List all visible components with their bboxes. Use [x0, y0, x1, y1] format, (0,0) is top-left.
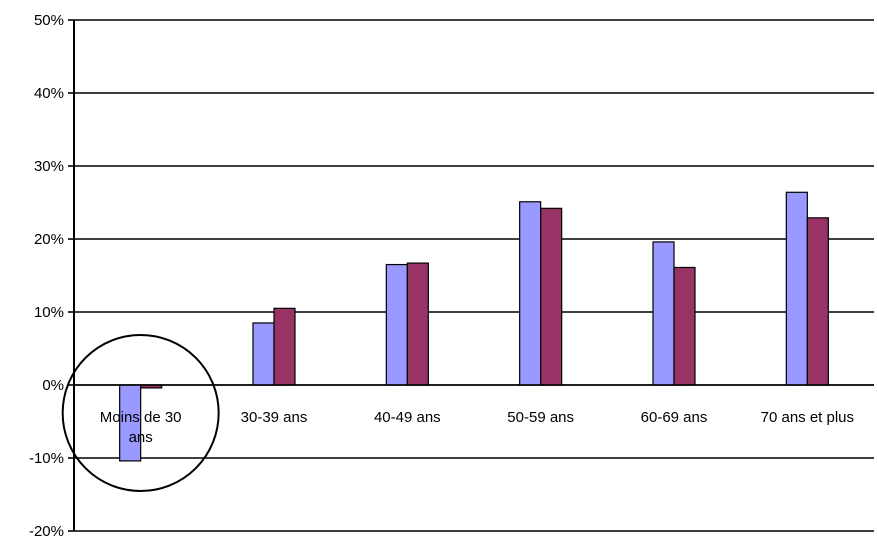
bar — [252, 322, 275, 386]
bar — [652, 241, 675, 386]
y-tick-labels: -20% -10% 0% 10% 20% 30% 40% 50% — [29, 12, 64, 537]
x-tick-label-line: 60-69 ans — [641, 409, 708, 426]
bar — [385, 263, 408, 386]
bar — [673, 266, 696, 386]
bar — [540, 207, 563, 386]
y-tick-label: 0% — [42, 377, 64, 394]
y-tick-label: 20% — [34, 231, 64, 248]
bar — [273, 307, 296, 386]
x-tick-label-line: Moins de 30 — [100, 409, 182, 426]
x-tick-label-line: 40-49 ans — [374, 409, 441, 426]
axes — [68, 19, 874, 532]
x-tick-label-line: 30-39 ans — [241, 409, 308, 426]
bars — [119, 191, 829, 462]
bar — [519, 201, 542, 386]
bar — [806, 217, 829, 386]
y-tick-label: -20% — [29, 523, 64, 537]
bar — [785, 191, 808, 386]
x-tick-labels: Moins de 30 ans 30-39 ans 40-49 ans 50-59 an… — [100, 409, 854, 446]
x-tick-label: Moins de 30 ans — [100, 409, 182, 446]
x-tick-label: 50-59 ans — [507, 409, 574, 426]
gridlines — [74, 19, 874, 459]
y-tick-label: 40% — [34, 85, 64, 102]
x-tick-label: 60-69 ans — [641, 409, 708, 426]
annotations — [61, 334, 220, 492]
x-tick-label-line: 50-59 ans — [507, 409, 574, 426]
x-tick-label: 70 ans et plus — [761, 409, 854, 426]
y-tick-label: 30% — [34, 158, 64, 175]
x-tick-label: 40-49 ans — [374, 409, 441, 426]
highlight-circle — [61, 334, 220, 492]
y-tick-label: 10% — [34, 304, 64, 321]
x-tick-label-line: ans — [129, 429, 153, 446]
x-tick-label: 30-39 ans — [241, 409, 308, 426]
y-tick-label: -10% — [29, 450, 64, 467]
x-tick-label-line: 70 ans et plus — [761, 409, 854, 426]
bar — [406, 262, 429, 386]
y-tick-label: 50% — [34, 12, 64, 29]
